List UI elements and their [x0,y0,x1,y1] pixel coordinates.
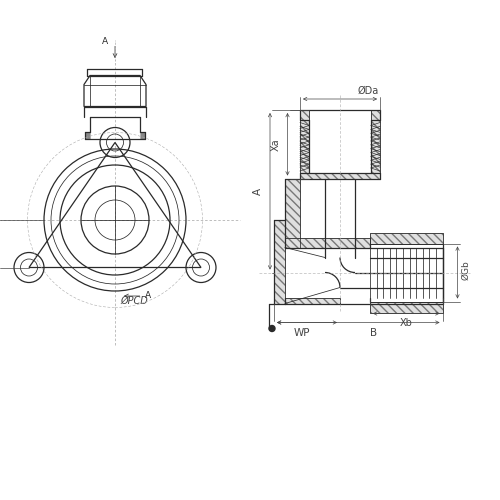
Bar [285,178,300,248]
Bar [300,172,380,178]
Text: Xb: Xb [400,318,412,328]
Bar [285,178,300,248]
Bar [300,172,380,178]
Bar [300,110,309,172]
Text: WP: WP [294,328,310,338]
Bar [300,110,309,172]
Bar [285,298,340,304]
Bar [285,298,340,304]
Bar [371,110,380,172]
Bar [285,238,370,248]
Bar [370,232,442,243]
Text: Xa: Xa [270,138,280,150]
Text: ØPCD: ØPCD [120,296,148,306]
Bar [300,110,309,172]
Text: ØDa: ØDa [358,86,379,96]
Bar [285,298,340,304]
Bar [370,302,442,312]
Text: A: A [253,188,263,195]
Bar [274,220,285,304]
Bar [371,110,380,172]
Circle shape [269,326,275,332]
Bar [285,238,370,248]
Bar [371,110,380,172]
Bar [370,302,442,312]
Bar [300,172,380,178]
Text: B: B [370,328,377,338]
Bar [285,178,300,248]
Bar [274,220,285,304]
Bar [285,238,370,248]
Bar [370,302,442,312]
Bar [370,232,442,243]
Text: A: A [102,36,108,46]
Bar [370,232,442,243]
Bar [274,220,285,304]
Text: ØGb: ØGb [462,260,470,280]
Text: A: A [145,292,151,300]
